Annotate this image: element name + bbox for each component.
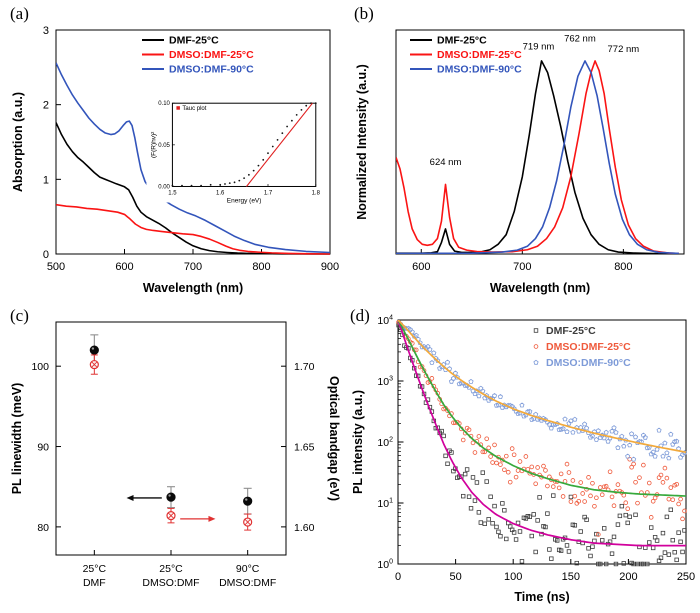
svg-text:25°C: 25°C	[83, 563, 107, 575]
svg-text:DMSO:DMF-90°C: DMSO:DMF-90°C	[546, 357, 631, 369]
svg-text:700: 700	[513, 261, 531, 273]
svg-text:25°C: 25°C	[159, 563, 183, 575]
svg-text:1.60: 1.60	[294, 522, 315, 534]
panel-d-plot: 0 50 100 150 200 250 100 101 102 103 104 Time (ns) P…	[351, 315, 695, 605]
svg-text:1.65: 1.65	[294, 442, 315, 454]
svg-text:Tauc plot: Tauc plot	[182, 106, 206, 112]
svg-text:0.00: 0.00	[158, 184, 170, 190]
svg-text:900: 900	[321, 261, 339, 273]
svg-text:719 nm: 719 nm	[523, 41, 555, 52]
svg-text:DMSO:DMF-25°C: DMSO:DMF-25°C	[546, 341, 631, 353]
svg-text:Optical bandgap (eV): Optical bandgap (eV)	[327, 376, 341, 501]
svg-text:1.8: 1.8	[312, 190, 321, 196]
svg-text:Energy (eV): Energy (eV)	[227, 197, 262, 204]
svg-text:100: 100	[377, 559, 393, 572]
svg-text:DMF-25°C: DMF-25°C	[546, 325, 596, 337]
svg-text:1.70: 1.70	[294, 361, 315, 373]
panel-d-label: (d)	[350, 306, 370, 325]
svg-text:Absorption (a.u.): Absorption (a.u.)	[11, 92, 25, 192]
svg-text:104: 104	[377, 315, 393, 328]
svg-text:0: 0	[395, 571, 401, 583]
svg-text:Time (ns): Time (ns)	[514, 590, 569, 604]
svg-text:0.10: 0.10	[158, 101, 170, 107]
svg-text:762 nm: 762 nm	[564, 34, 596, 45]
svg-text:DMF: DMF	[83, 577, 106, 589]
svg-text:101: 101	[377, 498, 393, 511]
svg-text:DMSO:DMF-25°C: DMSO:DMF-25°C	[169, 49, 254, 61]
panel-b-plot: 600 700 800 Wavelength (nm) Normalized Inten…	[355, 29, 685, 295]
svg-text:PL linewidth (meV): PL linewidth (meV)	[10, 383, 24, 495]
svg-text:1.6: 1.6	[216, 190, 225, 196]
svg-text:800: 800	[252, 261, 270, 273]
panel-a: (a) 500 600 700 800 900 0 1 2 3 Wavelength (nm) Ab…	[8, 4, 342, 300]
svg-text:Wavelength (nm): Wavelength (nm)	[143, 281, 243, 295]
svg-text:PL intensity (a.u.): PL intensity (a.u.)	[351, 390, 365, 494]
panel-b-label: (b)	[354, 4, 374, 23]
svg-text:DMSO:DMF: DMSO:DMF	[142, 577, 199, 589]
svg-text:1.7: 1.7	[264, 190, 273, 196]
svg-text:500: 500	[47, 261, 65, 273]
svg-text:1.5: 1.5	[168, 190, 177, 196]
svg-text:DMSO:DMF-90°C: DMSO:DMF-90°C	[437, 64, 522, 76]
panel-a-plot: 500 600 700 800 900 0 1 2 3 Wavelength (nm) Absorp…	[11, 25, 339, 295]
svg-text:DMSO:DMF-25°C: DMSO:DMF-25°C	[437, 49, 522, 61]
svg-text:(F(R)hν)²: (F(R)hν)²	[150, 131, 157, 158]
panel-c-label: (c)	[10, 306, 29, 325]
svg-text:2: 2	[43, 100, 49, 112]
svg-text:100: 100	[504, 571, 522, 583]
svg-text:800: 800	[614, 261, 632, 273]
svg-text:600: 600	[115, 261, 133, 273]
svg-text:600: 600	[412, 261, 430, 273]
svg-text:772 nm: 772 nm	[608, 44, 640, 55]
svg-text:Normalized Intensity (a.u.): Normalized Intensity (a.u.)	[355, 64, 369, 220]
panel-a-label: (a)	[10, 4, 29, 23]
svg-text:DMF-25°C: DMF-25°C	[437, 35, 487, 47]
svg-text:90°C: 90°C	[236, 563, 260, 575]
svg-text:DMF-25°C: DMF-25°C	[169, 35, 219, 47]
svg-text:3: 3	[43, 25, 49, 37]
panel-c-plot: 80 90 100 1.60 1.65 1.70 25°C DMF 25°C DMSO:DMF 90…	[10, 321, 341, 589]
svg-text:1: 1	[43, 174, 49, 186]
svg-text:50: 50	[449, 571, 461, 583]
svg-text:0: 0	[43, 249, 49, 261]
svg-text:103: 103	[377, 376, 393, 389]
svg-text:100: 100	[31, 361, 49, 373]
svg-text:DMSO:DMF-90°C: DMSO:DMF-90°C	[169, 64, 254, 76]
svg-text:624 nm: 624 nm	[430, 157, 462, 168]
panel-b: (b) 600 700 800 Wavelength (nm) Normalized I…	[352, 4, 696, 300]
svg-text:250: 250	[677, 571, 695, 583]
svg-text:0.05: 0.05	[158, 143, 170, 149]
panel-c: (c) 80 90 100 1.60 1.65 1.70 25°C DMF 25°C DMSO:D…	[8, 306, 342, 611]
svg-text:700: 700	[184, 261, 202, 273]
svg-text:102: 102	[377, 437, 393, 450]
svg-text:150: 150	[562, 571, 580, 583]
panel-d: (d) 0 50 100 150 200 250 100 101 102 103 104 Time (…	[348, 306, 698, 611]
svg-text:80: 80	[37, 522, 49, 534]
svg-text:200: 200	[619, 571, 637, 583]
svg-text:Wavelength (nm): Wavelength (nm)	[490, 281, 590, 295]
svg-text:DMSO:DMF: DMSO:DMF	[219, 577, 276, 589]
svg-text:90: 90	[37, 442, 49, 454]
